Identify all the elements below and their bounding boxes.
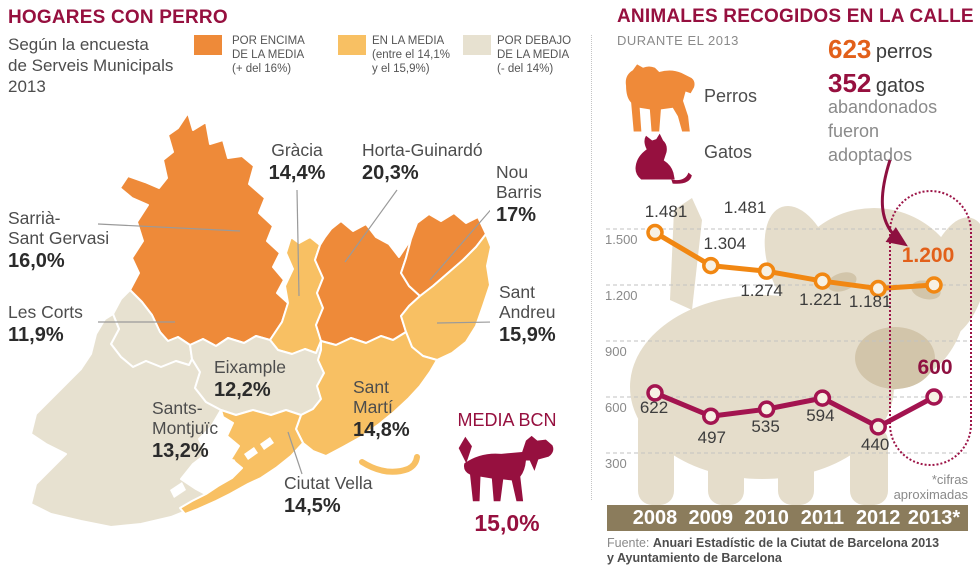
axis-year-2011: 2011 [800, 507, 845, 529]
dog-silhouette-icon [458, 435, 554, 502]
media-bcn-block: MEDIA BCN 15,0% [448, 410, 566, 537]
legend-swatch-average [338, 35, 366, 55]
port-breakwater [359, 454, 420, 475]
data-point [813, 272, 832, 290]
data-point [869, 279, 887, 298]
source-text: Anuari Estadístic de la Ciutat de Barcel… [607, 536, 940, 565]
label-sarria: Sarrià- Sant Gervasi 16,0% [8, 208, 110, 272]
label-lescorts: Les Corts 11,9% [8, 302, 83, 346]
map-leader-lines [97, 189, 490, 475]
right-panel-title: ANIMALES RECOGIDOS EN LA CALLE [617, 6, 974, 27]
legend-swatch-below-average [463, 35, 491, 55]
dog-watermark [630, 198, 980, 505]
media-bcn-label: MEDIA BCN [457, 410, 557, 430]
label-ciutatvella: Ciutat Vella 14,5% [284, 473, 373, 517]
axis-year-2012: 2012 [855, 507, 901, 529]
chart-subtitle: DURANTE EL 2013 [617, 33, 739, 48]
x-axis-band: 2008 2009 2010 2011 2012 2013* [607, 505, 968, 531]
data-point [925, 388, 943, 406]
adopted-dogs-label: perros [875, 41, 933, 63]
legend-label-average: EN LA MEDIA (entre el 14,1% y el 15,9%) [372, 35, 450, 75]
axis-year-2010: 2010 [744, 507, 789, 529]
port-docks [170, 437, 274, 498]
label-gracia: Gràcia 14,4% [268, 140, 326, 184]
data-point [646, 384, 664, 402]
series-line-perros [653, 230, 935, 292]
label-sants: Sants- Montjuïc 13,2% [152, 398, 219, 462]
dog-icon [625, 64, 695, 132]
cat-icon [635, 133, 692, 184]
axis-year-2008: 2008 [632, 507, 678, 529]
source-line: Fuente: Anuari Estadístic de la Ciutat d… [607, 536, 977, 566]
data-point [646, 223, 664, 242]
legend-dogs-label: Perros [704, 86, 758, 106]
panel-divider [591, 35, 592, 500]
media-bcn-value: 15,0% [474, 510, 540, 536]
arrow-to-2013 [880, 159, 908, 247]
source-prefix: Fuente: [607, 536, 650, 550]
adopted-cats-value: 352 [828, 68, 872, 98]
data-point [925, 276, 943, 294]
highlight-2013-capsule [889, 190, 972, 466]
legend-swatch-above-average [194, 35, 222, 55]
axis-year-2013: 2013* [907, 507, 961, 529]
data-point [702, 256, 720, 275]
district-shape-ciutatvella [179, 409, 304, 515]
axis-year-2009: 2009 [688, 507, 734, 529]
district-shape-santmarti [295, 331, 438, 457]
legend-label-below-average: POR DEBAJO DE LA MEDIA (- del 14%) [497, 35, 572, 75]
data-point [813, 389, 832, 407]
survey-subtitle: Según la encuesta de Serveis Municipals … [8, 35, 174, 96]
adopted-cats: 352 gatos [828, 68, 925, 99]
adopted-cats-label: gatos [875, 75, 925, 97]
data-point [757, 400, 776, 418]
adopted-dogs: 623 perros [828, 34, 933, 65]
left-panel-title: HOGARES CON PERRO [8, 7, 228, 28]
label-horta: Horta-Guinardó 20,3% [362, 140, 483, 184]
line-chart [606, 223, 968, 454]
label-eixample: Eixample 12,2% [214, 357, 286, 401]
label-santmarti: Sant Martí 14,8% [353, 377, 410, 441]
label-noubarris: Nou Barris 17% [496, 162, 542, 226]
series-line-gatos [654, 390, 936, 430]
legend-cats-label: Gatos [704, 142, 753, 162]
adopted-note: abandonados fueron adoptados [828, 97, 938, 165]
data-point [702, 407, 720, 425]
label-santandreu: Sant Andreu 15,9% [499, 282, 556, 346]
data-point [757, 262, 776, 280]
footnote: *cifras aproximadas [893, 472, 968, 502]
barcelona-districts-map [30, 112, 490, 528]
legend-label-above-average: POR ENCIMA DE LA MEDIA (+ del 16%) [232, 35, 305, 75]
data-point [869, 418, 887, 436]
adopted-dogs-value: 623 [828, 34, 872, 64]
